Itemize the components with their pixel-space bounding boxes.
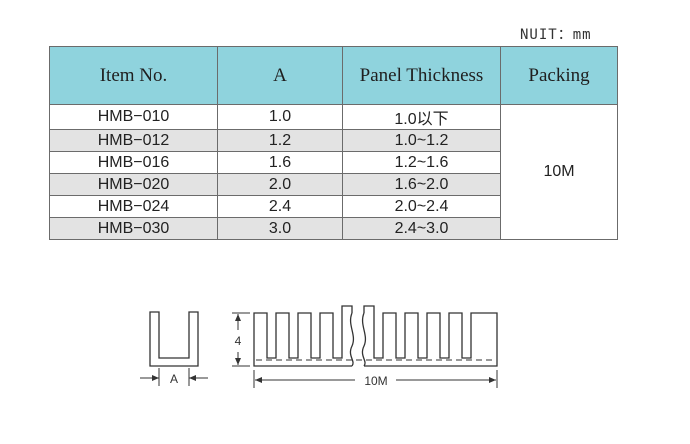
- table-row: HMB−024 2.4 2.0~2.4: [49, 195, 618, 218]
- cell-item: HMB−010: [49, 104, 218, 130]
- header-panel-thickness: Panel Thickness: [342, 46, 501, 105]
- cell-thickness: 1.0~1.2: [342, 129, 501, 152]
- unit-note: NUIT：mm: [520, 27, 592, 43]
- table-row: HMB−010 1.0 1.0以下 10M: [49, 104, 618, 240]
- table-header-row: Item No. A Panel Thickness Packing: [49, 46, 618, 105]
- dimension-length-label: 10M: [364, 374, 387, 388]
- dimension-a-label: A: [170, 372, 178, 386]
- spec-table: Item No. A Panel Thickness Packing HMB−0…: [49, 46, 618, 240]
- table-row: HMB−016 1.6 1.2~1.6: [49, 151, 618, 174]
- cell-thickness: 1.2~1.6: [342, 151, 501, 174]
- table-row: HMB−020 2.0 1.6~2.0: [49, 173, 618, 196]
- comb-profile: [253, 305, 498, 367]
- cell-item: HMB−020: [49, 173, 218, 196]
- cell-item: HMB−012: [49, 129, 218, 152]
- header-a: A: [217, 46, 343, 105]
- cell-a: 1.0: [217, 104, 343, 130]
- dimension-height-label: 4: [235, 334, 242, 348]
- table-row: HMB−030 3.0 2.4~3.0: [49, 217, 618, 240]
- cell-a: 3.0: [217, 217, 343, 240]
- header-packing: Packing: [500, 46, 618, 105]
- dimension-length: [253, 370, 498, 388]
- cell-item: HMB−016: [49, 151, 218, 174]
- u-profile-section: [149, 311, 199, 367]
- cell-packing: 10M: [500, 104, 618, 240]
- cell-a: 2.4: [217, 195, 343, 218]
- table-row: HMB−012 1.2 1.0~1.2: [49, 129, 618, 152]
- dimension-a: [140, 368, 208, 386]
- cell-item: HMB−030: [49, 217, 218, 240]
- cell-a: 1.2: [217, 129, 343, 152]
- cell-thickness: 2.4~3.0: [342, 217, 501, 240]
- cell-thickness: 1.6~2.0: [342, 173, 501, 196]
- cell-a: 2.0: [217, 173, 343, 196]
- dimension-height: [232, 312, 250, 367]
